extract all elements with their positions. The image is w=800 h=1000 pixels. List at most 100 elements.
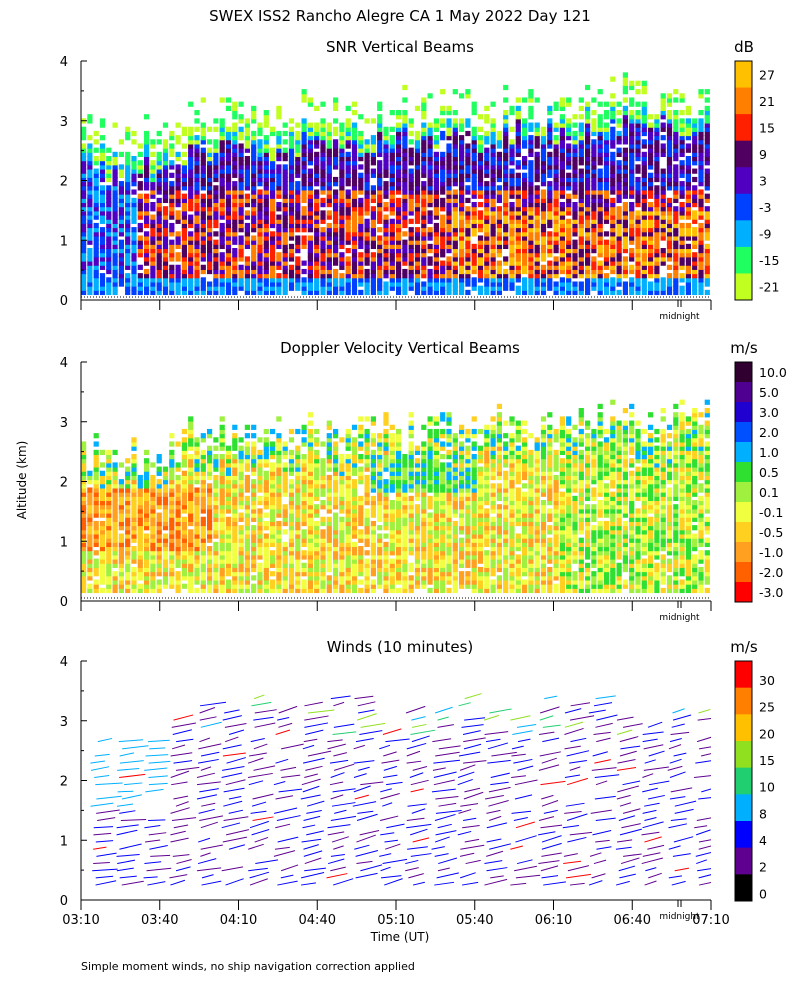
snr-cell <box>585 222 591 229</box>
snr-cell <box>326 231 332 237</box>
snr-cell <box>219 260 225 266</box>
doppler-cell <box>106 562 112 568</box>
snr-cell <box>610 156 616 162</box>
snr-cell <box>553 260 559 266</box>
snr-cell <box>282 218 288 224</box>
snr-cell <box>585 268 591 275</box>
doppler-cell <box>207 520 213 527</box>
snr-cell <box>144 252 150 258</box>
doppler-cell <box>257 458 263 464</box>
snr-cell <box>301 243 307 250</box>
snr-cell <box>389 168 395 174</box>
snr-cell <box>591 243 597 250</box>
snr-cell <box>578 231 584 237</box>
doppler-cell <box>232 537 238 543</box>
snr-cell <box>408 231 414 237</box>
doppler-cell <box>188 462 194 468</box>
doppler-cell <box>213 500 219 506</box>
snr-cell <box>446 189 452 195</box>
snr-cell <box>225 193 232 199</box>
snr-cell <box>364 139 370 145</box>
snr-cell <box>622 214 628 220</box>
snr-cell <box>440 248 446 254</box>
snr-cell <box>320 268 326 275</box>
snr-cell <box>666 227 673 233</box>
snr-cell <box>87 214 93 220</box>
snr-cell <box>213 268 219 275</box>
snr-cell <box>301 139 307 145</box>
snr-cell <box>427 260 433 266</box>
snr-cell <box>553 222 559 229</box>
snr-cell <box>585 122 591 128</box>
snr-cell <box>440 176 446 183</box>
snr-cell <box>465 206 471 212</box>
snr-cell <box>503 210 509 216</box>
snr-cell <box>654 273 660 279</box>
snr-cell <box>666 214 673 220</box>
doppler-cell <box>251 491 257 497</box>
snr-cell <box>459 156 465 162</box>
snr-cell <box>188 239 194 245</box>
doppler-cell <box>238 558 244 564</box>
snr-cell <box>377 248 383 254</box>
snr-cell <box>654 281 660 287</box>
snr-cell <box>603 277 610 283</box>
snr-cell <box>112 243 118 250</box>
snr-cell <box>452 206 458 212</box>
snr-cell <box>87 222 93 229</box>
snr-cell <box>566 206 572 212</box>
snr-cell <box>440 264 446 270</box>
snr-cell <box>93 197 99 204</box>
snr-cell <box>421 197 427 204</box>
snr-cell <box>484 222 490 229</box>
snr-cell <box>540 210 547 216</box>
snr-cell <box>641 268 647 275</box>
snr-cell <box>440 252 446 258</box>
snr-cell <box>351 285 358 291</box>
snr-cell <box>396 109 402 116</box>
snr-cell <box>704 156 710 162</box>
snr-cell <box>648 164 654 170</box>
snr-cell <box>585 227 591 233</box>
doppler-cell <box>219 571 225 577</box>
snr-cell <box>509 189 515 195</box>
snr-cell <box>301 281 307 287</box>
snr-cell <box>496 193 502 199</box>
doppler-cell <box>175 579 181 585</box>
snr-cell <box>559 268 565 275</box>
doppler-cell <box>175 516 181 522</box>
snr-cell <box>200 264 206 270</box>
snr-cell <box>314 260 320 266</box>
doppler-cell <box>181 504 187 510</box>
snr-cell <box>358 239 364 245</box>
snr-cell <box>534 235 540 241</box>
snr-cell <box>106 218 112 224</box>
snr-cell <box>540 202 547 208</box>
snr-cell <box>389 160 395 166</box>
doppler-cell <box>156 458 162 464</box>
snr-cell <box>503 164 509 170</box>
snr-cell <box>106 239 112 245</box>
snr-cell <box>396 285 402 291</box>
doppler-cell <box>181 474 187 481</box>
snr-cell <box>484 289 490 296</box>
snr-cell <box>503 227 509 233</box>
snr-cell <box>137 227 143 233</box>
snr-cell <box>238 143 244 149</box>
snr-cell <box>383 130 389 137</box>
doppler-cell <box>194 579 200 585</box>
snr-cell <box>629 139 635 145</box>
snr-cell <box>207 176 213 183</box>
snr-cell <box>326 285 332 291</box>
snr-cell <box>654 235 660 241</box>
doppler-cell <box>219 520 225 527</box>
snr-cell <box>345 277 351 283</box>
snr-cell <box>326 176 332 183</box>
snr-cell <box>175 202 181 208</box>
snr-cell <box>440 89 446 95</box>
snr-cell <box>528 273 534 279</box>
snr-cell <box>698 243 704 250</box>
doppler-cell <box>232 462 238 468</box>
snr-cell <box>175 189 181 195</box>
snr-cell <box>131 277 137 283</box>
